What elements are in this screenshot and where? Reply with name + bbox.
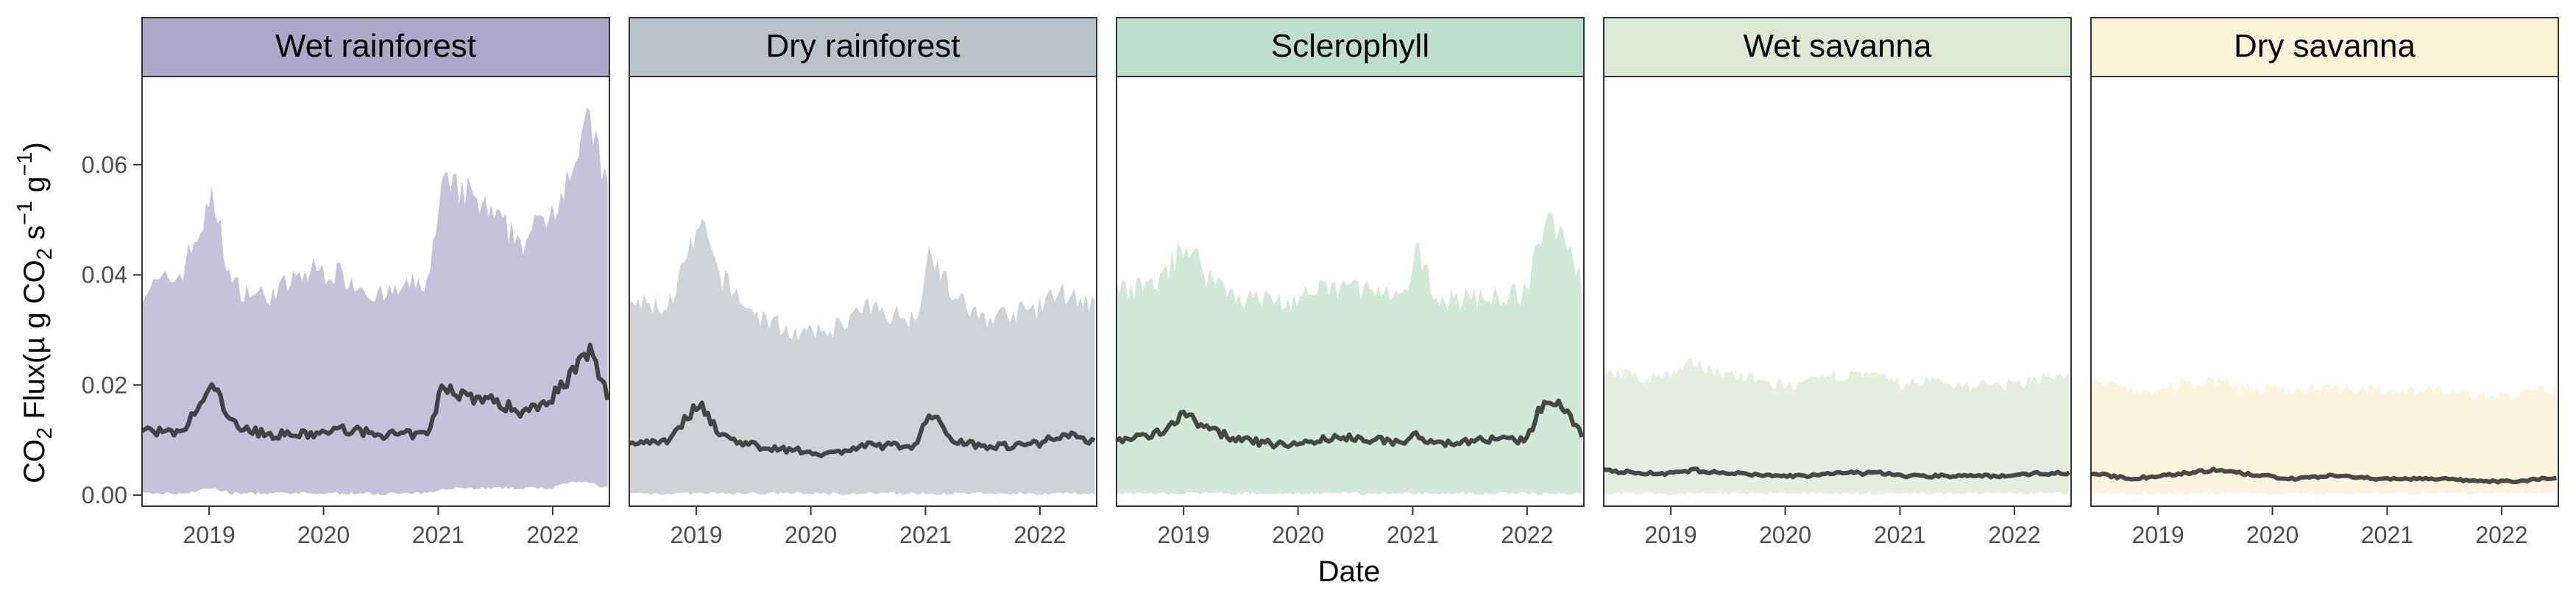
x-tick-label: 2021 <box>1874 522 1926 548</box>
ribbon-band <box>1117 213 1582 495</box>
x-axis-title: Date <box>1318 555 1381 588</box>
x-tick-label: 2019 <box>2132 522 2184 548</box>
ribbon-band <box>629 219 1095 495</box>
y-tick-label: 0.04 <box>82 262 127 288</box>
panel-sclerophyll: Sclerophyll 2019 2020 2021 2022 <box>1115 17 1585 548</box>
panel-border <box>629 76 1097 507</box>
x-tick-label: 2022 <box>1013 522 1066 548</box>
x-tick-label: 2022 <box>2475 522 2527 548</box>
median-line <box>1115 398 1585 450</box>
x-tick-label: 2020 <box>1272 522 1324 548</box>
median-line <box>141 342 610 441</box>
ribbon-band <box>2091 377 2557 495</box>
panel-wet-savanna: Wet savanna 2019 2020 2021 2022 <box>1603 17 2072 548</box>
x-tick-label: 2019 <box>1645 522 1697 548</box>
x-tick-label: 2020 <box>785 522 837 548</box>
panel-strip <box>2090 17 2559 77</box>
ribbon-band <box>1604 357 2070 495</box>
x-tick-label: 2021 <box>1387 522 1439 548</box>
x-tick-label: 2021 <box>899 522 952 548</box>
x-tick-label: 2020 <box>297 522 350 548</box>
panel-title: Dry savanna <box>2234 28 2416 64</box>
panel-border <box>141 76 610 507</box>
median-line <box>2090 466 2558 485</box>
median-line <box>628 400 1096 458</box>
y-axis-title: CO2 Flux(µ g CO2 s−1 g−1) <box>13 142 57 483</box>
panel-title: Wet rainforest <box>275 28 476 64</box>
panel-border <box>1116 76 1585 507</box>
panel-dry-savanna: Dry savanna 2019 2020 2021 2022 <box>2090 17 2559 548</box>
panel-strip <box>1603 17 2072 77</box>
x-tick-label: 2019 <box>1158 522 1210 548</box>
x-tick-label: 2020 <box>2246 522 2299 548</box>
panel-strip <box>1116 17 1585 77</box>
median-line <box>1603 466 2071 480</box>
y-axis: 0.00 0.02 0.04 0.06 <box>82 152 142 508</box>
x-tick-label: 2022 <box>1988 522 2040 548</box>
x-tick-label: 2019 <box>670 522 723 548</box>
panel-wet-rainforest: Wet rainforest 2019 2020 2021 2022 <box>141 17 610 548</box>
x-tick-label: 2022 <box>1501 522 1553 548</box>
x-tick-label: 2021 <box>412 522 464 548</box>
x-tick-label: 2019 <box>183 522 236 548</box>
panel-strip <box>141 17 610 77</box>
panel-dry-rainforest: Dry rainforest 2019 2020 2021 2022 <box>628 17 1097 548</box>
y-tick-label: 0.02 <box>82 372 127 398</box>
panel-title: Wet savanna <box>1743 28 1932 64</box>
panel-border <box>2090 76 2559 507</box>
panel-border <box>1603 76 2072 507</box>
y-tick-label: 0.06 <box>82 152 127 178</box>
panel-title: Dry rainforest <box>765 28 960 64</box>
y-tick-label: 0.00 <box>82 482 127 508</box>
x-tick-label: 2022 <box>526 522 578 548</box>
panel-strip <box>629 17 1097 77</box>
x-tick-label: 2021 <box>2361 522 2413 548</box>
x-tick-label: 2020 <box>1759 522 1811 548</box>
panel-title: Sclerophyll <box>1271 28 1429 64</box>
